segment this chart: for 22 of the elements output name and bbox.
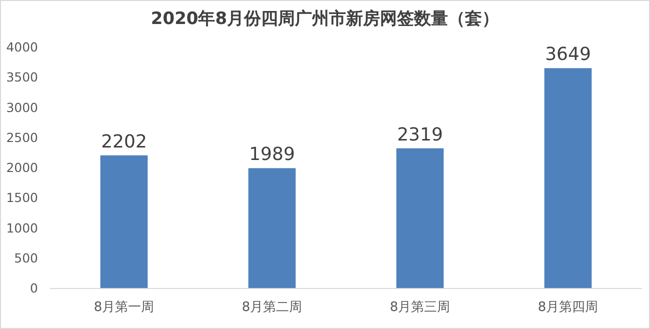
y-tick-label: 1500 bbox=[6, 190, 38, 206]
x-tick-label: 8月第三周 bbox=[390, 300, 450, 315]
bar bbox=[248, 168, 296, 288]
bar bbox=[396, 148, 444, 288]
y-tick-label: 4000 bbox=[6, 40, 38, 54]
y-tick-label: 3500 bbox=[6, 70, 38, 85]
x-tick-label: 8月第二周 bbox=[242, 300, 302, 315]
data-label: 3649 bbox=[545, 44, 591, 66]
chart-title: 2020年8月份四周广州市新房网签数量（套） bbox=[150, 9, 500, 29]
y-tick-label: 1000 bbox=[6, 220, 38, 236]
data-label: 2202 bbox=[101, 131, 147, 152]
y-tick-label: 3000 bbox=[6, 100, 38, 115]
y-tick-label: 2000 bbox=[6, 160, 38, 175]
data-label: 2319 bbox=[397, 124, 443, 146]
bar bbox=[100, 155, 148, 288]
x-tick-label: 8月第一周 bbox=[94, 300, 154, 315]
y-tick-label: 500 bbox=[14, 250, 38, 266]
y-tick-label: 0 bbox=[30, 280, 38, 296]
y-tick-label: 2500 bbox=[6, 130, 38, 145]
x-tick-label: 8月第四周 bbox=[538, 300, 598, 315]
bar bbox=[544, 68, 592, 288]
data-label: 1989 bbox=[249, 144, 295, 166]
